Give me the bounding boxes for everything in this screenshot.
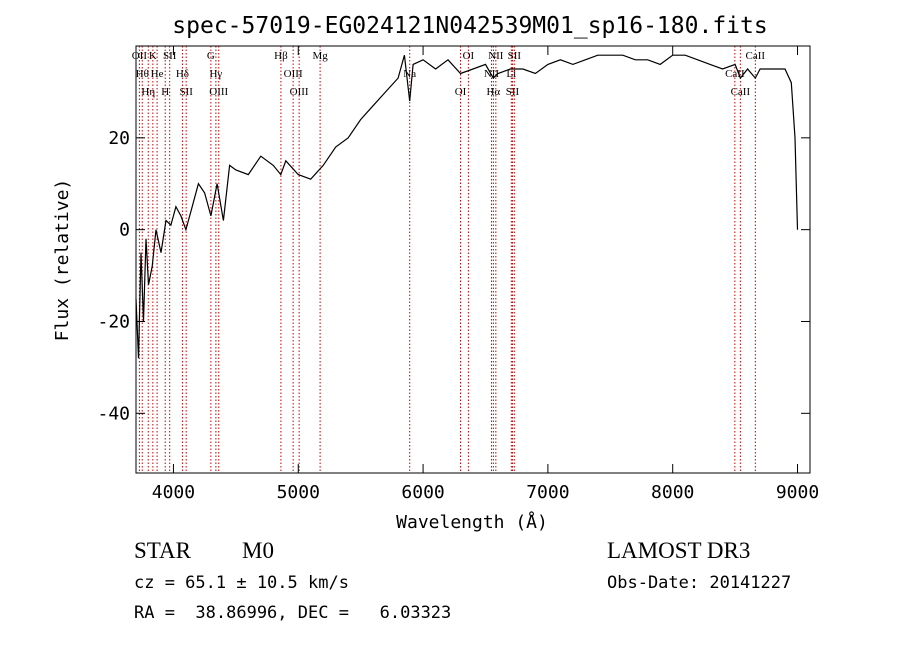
y-tick-label: -20	[97, 311, 130, 332]
line-marker-label: Hβ	[274, 50, 288, 62]
y-axis-label: Flux (relative)	[52, 179, 73, 342]
line-marker-label: OI	[463, 50, 475, 62]
chart-title: spec-57019-EG024121N042539M01_sp16-180.f…	[172, 13, 767, 39]
line-marker-label: Hη	[141, 86, 155, 98]
line-marker-label: Hδ	[176, 68, 189, 80]
observation-date: Obs-Date: 20141227	[607, 573, 792, 593]
x-tick-label: 5000	[277, 482, 320, 503]
line-marker-label: SII	[163, 50, 177, 62]
y-tick-label: 20	[108, 128, 130, 149]
line-marker-label: OIII	[284, 68, 303, 80]
line-marker-label: Hθ	[136, 68, 149, 80]
line-marker-label: OIII	[290, 86, 309, 98]
y-tick-label: -40	[97, 403, 130, 424]
axis-ticks: 4000 5000 6000 7000 8000 9000 -40 -20 0 20	[97, 46, 819, 503]
x-tick-label: 6000	[401, 482, 444, 503]
line-marker-label: CaII	[725, 68, 745, 80]
line-marker-label: OIII	[209, 86, 228, 98]
line-marker-label: CaII	[746, 50, 766, 62]
survey-name: LAMOST DR3	[607, 538, 751, 563]
x-tick-label: 8000	[651, 482, 694, 503]
line-marker-label: K	[149, 50, 157, 62]
line-marker-label: He	[151, 68, 164, 80]
line-marker-label: NII	[488, 50, 504, 62]
line-marker-label: Mg	[312, 50, 328, 62]
line-marker-label: SII	[179, 86, 193, 98]
x-tick-label: 7000	[526, 482, 569, 503]
spectrum-line	[135, 54, 799, 359]
line-marker-label: SII	[506, 86, 520, 98]
line-marker-label: OI	[455, 86, 467, 98]
coordinates: RA = 38.86996, DEC = 6.03323	[134, 603, 452, 623]
line-marker-label: H	[161, 86, 169, 98]
line-marker-label: SII	[508, 50, 522, 62]
object-class: STAR	[134, 538, 191, 563]
x-axis-label: Wavelength (Å)	[396, 511, 548, 533]
object-subclass: M0	[242, 538, 274, 563]
y-tick-label: 0	[119, 220, 130, 241]
x-tick-label: 9000	[776, 482, 819, 503]
line-marker-label: CaII	[731, 86, 751, 98]
line-marker-label: Li	[506, 68, 516, 80]
plot-frame	[135, 45, 811, 474]
spectral-line-markers	[138, 46, 756, 473]
x-tick-label: 4000	[152, 482, 195, 503]
redshift-velocity: cz = 65.1 ± 10.5 km/s	[134, 573, 349, 593]
line-marker-label: Hγ	[209, 68, 222, 80]
line-marker-label: Hα	[486, 86, 500, 98]
line-marker-label: G	[207, 50, 215, 62]
line-marker-label: OII	[132, 50, 148, 62]
line-marker-label: Na	[403, 68, 416, 80]
